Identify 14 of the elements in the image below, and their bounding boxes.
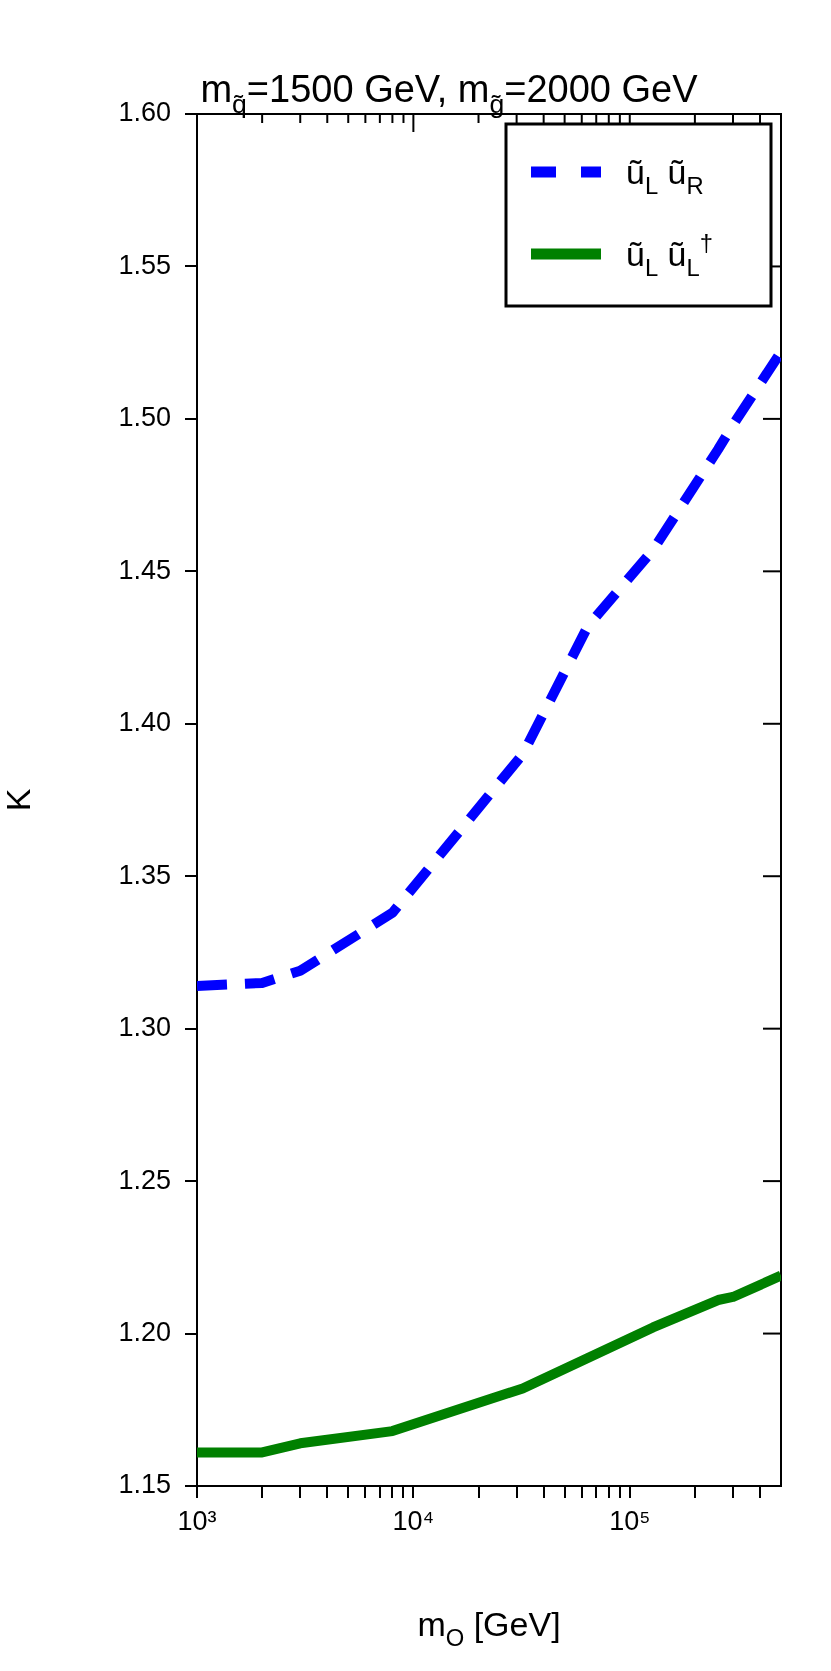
y-tick-label: 1.40 <box>118 707 171 738</box>
x-tick-label: 10³ <box>177 1505 217 1536</box>
y-tick-label: 1.35 <box>118 859 171 890</box>
y-axis-title: K <box>0 788 37 812</box>
x-tick-label: 10⁴ <box>392 1505 435 1536</box>
y-tick-label: 1.25 <box>118 1164 171 1195</box>
y-tick-label: 1.45 <box>118 554 171 585</box>
y-tick-label: 1.55 <box>118 249 171 280</box>
y-tick-label: 1.50 <box>118 402 171 433</box>
y-tick-label: 1.30 <box>118 1012 171 1043</box>
y-tick-label: 1.60 <box>118 97 171 128</box>
y-tick-label: 1.15 <box>118 1469 171 1500</box>
y-tick-label: 1.20 <box>118 1317 171 1348</box>
x-tick-label: 10⁵ <box>609 1505 651 1536</box>
